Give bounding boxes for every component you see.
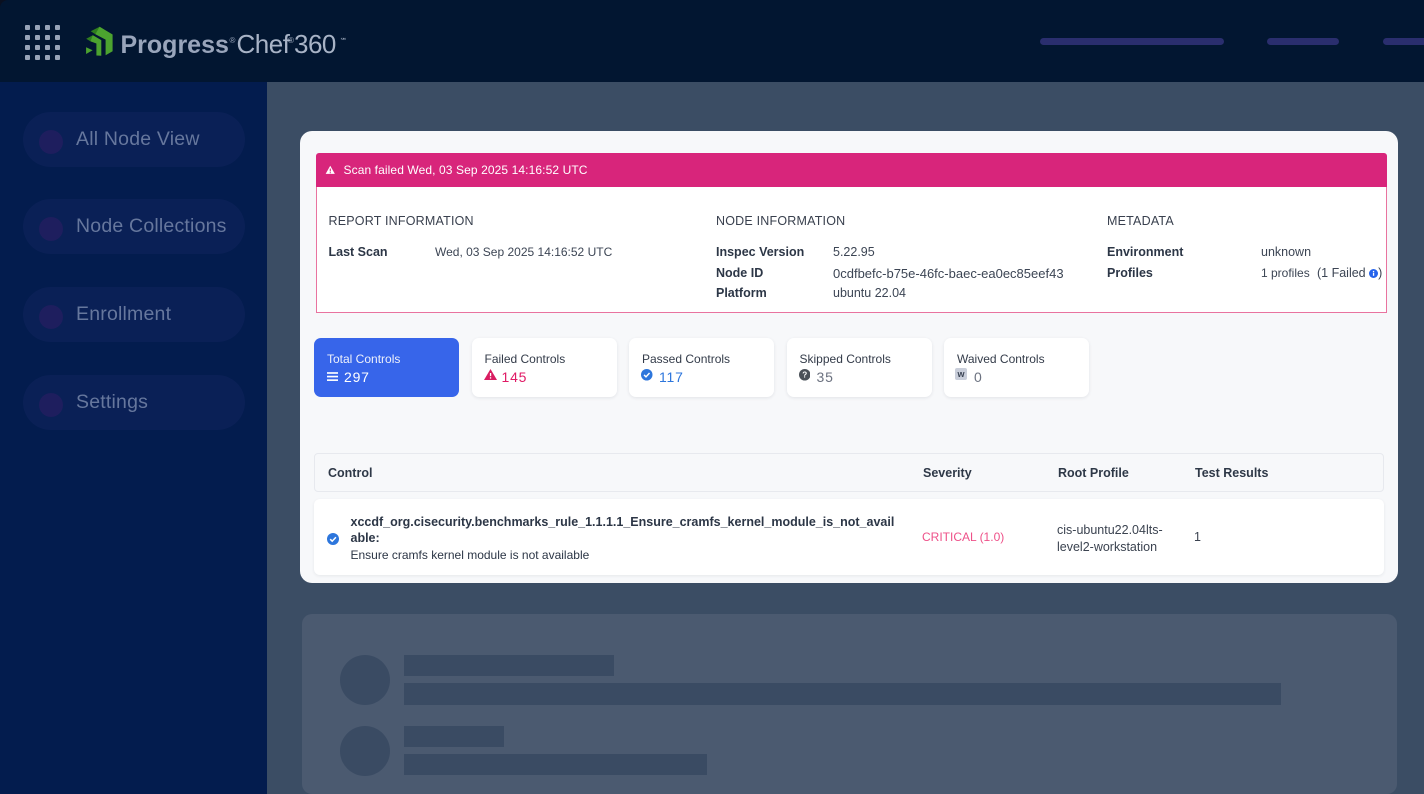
- svg-text:?: ?: [802, 371, 807, 380]
